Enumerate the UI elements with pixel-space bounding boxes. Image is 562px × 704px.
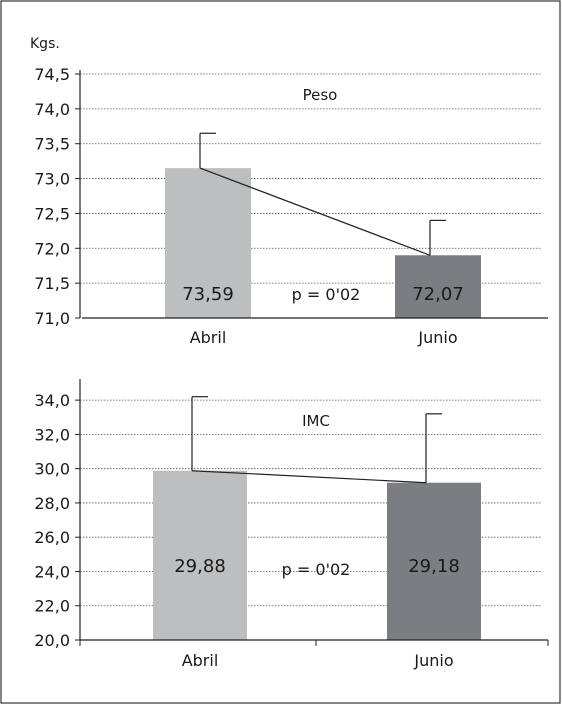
bar-value-label: 72,07 — [412, 284, 464, 305]
y-tick-label: 24,0 — [34, 562, 70, 581]
y-tick-label: 73,0 — [34, 170, 70, 189]
bar-value-label: 29,88 — [174, 556, 226, 577]
bar-abril — [153, 470, 247, 640]
category-label-junio: Junio — [413, 651, 453, 670]
y-axis-unit-label: Kgs. — [30, 36, 60, 52]
y-tick-label: 34,0 — [34, 391, 70, 410]
y-tick-label: 74,0 — [34, 100, 70, 119]
y-tick-label: 30,0 — [34, 460, 70, 479]
y-tick-label: 71,0 — [34, 309, 70, 328]
trend-line — [191, 470, 427, 484]
y-tick-label: 28,0 — [34, 494, 70, 513]
category-label-abril: Abril — [182, 651, 219, 670]
y-tick-label: 32,0 — [34, 425, 70, 444]
category-label-junio: Junio — [417, 328, 457, 347]
bar-abril — [165, 168, 251, 318]
category-label-abril: Abril — [190, 328, 227, 347]
bar-junio — [387, 482, 481, 640]
bar-value-label: 29,18 — [408, 556, 460, 577]
y-tick-label: 71,5 — [34, 274, 70, 293]
y-tick-label: 26,0 — [34, 528, 70, 547]
y-tick-label: 22,0 — [34, 597, 70, 616]
bar-value-label: 73,59 — [182, 284, 234, 305]
chart-imc: 34,0 32,0 30,0 28,0 26,0 24,0 22,0 20,0 29,88 29,… — [34, 379, 549, 670]
bar-junio — [395, 255, 481, 318]
y-tick-label: 20,0 — [34, 631, 70, 650]
y-tick-label: 72,5 — [34, 204, 70, 223]
chart-title-peso: Peso — [303, 86, 338, 104]
y-tick-label: 73,5 — [34, 135, 70, 154]
y-tick-label: 74,5 — [34, 65, 70, 84]
chart-peso: Kgs. 74,5 74,0 73,5 73,0 72,5 72,0 71,5 71,0 73,… — [30, 36, 548, 347]
p-value-annotation-imc: p = 0'02 — [282, 560, 351, 579]
y-tick-label: 72,0 — [34, 239, 70, 258]
chart-title-imc: IMC — [302, 412, 330, 430]
trend-line — [199, 167, 431, 256]
p-value-annotation-peso: p = 0'02 — [292, 285, 361, 304]
